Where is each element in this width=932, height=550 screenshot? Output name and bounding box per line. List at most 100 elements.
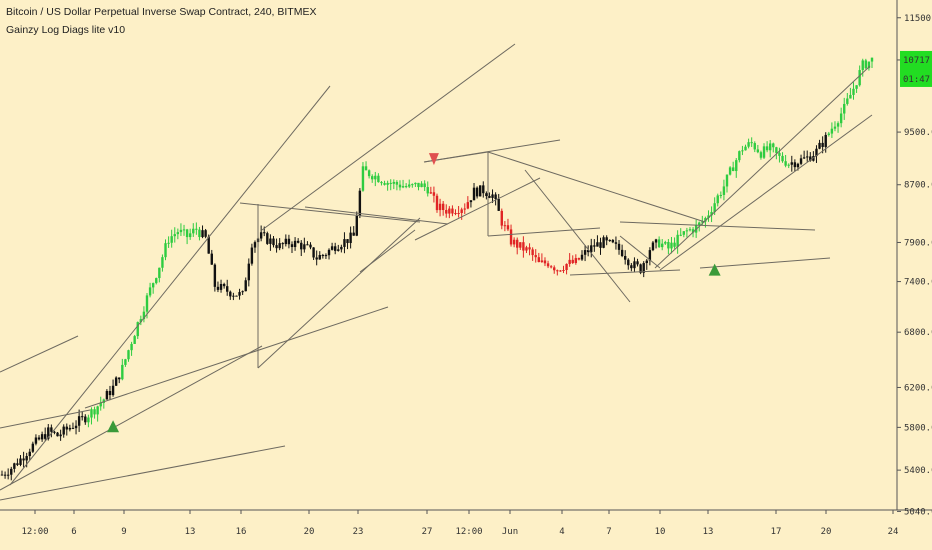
candle-body bbox=[303, 244, 306, 250]
candle-body bbox=[488, 195, 491, 198]
candle-body bbox=[472, 187, 476, 201]
candle-body bbox=[583, 250, 587, 255]
candle-body bbox=[59, 434, 62, 437]
candle-body bbox=[577, 258, 581, 260]
x-tick-label: 9 bbox=[121, 527, 126, 537]
candle-body bbox=[164, 243, 167, 258]
candle-body bbox=[389, 182, 392, 184]
candle-body bbox=[352, 232, 355, 236]
candle-body bbox=[77, 416, 81, 426]
candle-body bbox=[682, 231, 686, 235]
trendlines-layer bbox=[0, 43, 873, 501]
candle-body bbox=[330, 246, 334, 250]
candle-body bbox=[623, 255, 627, 260]
trendline bbox=[257, 217, 421, 369]
candle-body bbox=[861, 60, 864, 71]
candle-body bbox=[96, 406, 99, 415]
candle-body bbox=[173, 234, 176, 237]
candle-body bbox=[374, 175, 377, 180]
candle-body bbox=[167, 242, 170, 244]
candle-body bbox=[759, 152, 763, 158]
candle-body bbox=[124, 359, 127, 365]
candle-body bbox=[247, 263, 251, 281]
candle-body bbox=[22, 458, 25, 461]
candle-body bbox=[401, 186, 405, 188]
candle-body bbox=[161, 257, 164, 268]
trendline bbox=[659, 114, 873, 271]
x-tick-label: 20 bbox=[821, 527, 832, 537]
candle-body bbox=[300, 242, 303, 250]
candle-body bbox=[170, 236, 173, 243]
candle-body bbox=[731, 167, 735, 172]
candle-body bbox=[118, 377, 121, 380]
candle-body bbox=[762, 146, 766, 158]
candle-body bbox=[836, 123, 840, 127]
candle-body bbox=[806, 156, 809, 158]
trendline bbox=[619, 221, 816, 231]
candle-body bbox=[145, 295, 149, 312]
candle-body bbox=[253, 242, 257, 248]
candle-body bbox=[142, 311, 146, 320]
candle-body bbox=[781, 155, 784, 162]
candle-body bbox=[414, 182, 417, 185]
candle-body bbox=[611, 239, 615, 243]
candle-body bbox=[182, 229, 186, 231]
candle-body bbox=[398, 184, 402, 188]
candle-body bbox=[346, 239, 349, 244]
candle-body bbox=[315, 257, 318, 260]
candle-body bbox=[614, 242, 618, 244]
candle-body bbox=[281, 243, 284, 245]
candle-body bbox=[371, 176, 374, 180]
trendline bbox=[239, 202, 421, 223]
candle-body bbox=[478, 185, 482, 197]
candle-body bbox=[738, 151, 741, 161]
candle-body bbox=[642, 263, 645, 273]
candle-body bbox=[707, 215, 710, 218]
candle-body bbox=[673, 242, 676, 247]
candle-body bbox=[546, 263, 550, 267]
y-tick-label: 6200.0 bbox=[904, 383, 932, 393]
candle-body bbox=[290, 244, 294, 248]
markers-layer bbox=[107, 153, 721, 433]
candle-body bbox=[747, 142, 750, 147]
candle-body bbox=[772, 143, 775, 148]
candle-body bbox=[799, 158, 803, 164]
candle-body bbox=[377, 175, 380, 183]
candle-body bbox=[204, 230, 207, 237]
candle-body bbox=[269, 238, 272, 244]
candle-body bbox=[815, 148, 818, 157]
candle-body bbox=[525, 247, 528, 251]
candle-body bbox=[6, 474, 10, 476]
candle-body bbox=[127, 350, 130, 360]
candle-body bbox=[722, 186, 726, 195]
candle-body bbox=[71, 427, 75, 429]
x-tick-label: 17 bbox=[771, 527, 782, 537]
candle-body bbox=[636, 261, 639, 265]
candle-body bbox=[448, 208, 451, 214]
candle-body bbox=[482, 185, 485, 194]
candle-body bbox=[250, 247, 254, 264]
candle-body bbox=[855, 85, 858, 89]
candle-body bbox=[47, 427, 50, 439]
candle-body bbox=[241, 291, 244, 293]
candle-body bbox=[716, 195, 719, 204]
candle-body bbox=[25, 456, 28, 461]
candle-body bbox=[858, 70, 861, 86]
candle-body bbox=[704, 217, 707, 222]
candle-body bbox=[34, 437, 38, 444]
candle-body bbox=[74, 425, 78, 429]
trendline bbox=[359, 229, 416, 273]
candle-body bbox=[475, 187, 479, 197]
sell-marker-icon bbox=[428, 153, 439, 166]
candle-body bbox=[13, 463, 16, 469]
candle-body bbox=[438, 203, 442, 211]
candle-body bbox=[768, 143, 772, 151]
candle-body bbox=[108, 390, 112, 396]
candle-body bbox=[226, 286, 229, 292]
candle-body bbox=[417, 182, 420, 188]
candle-body bbox=[408, 184, 411, 187]
chart-title: Bitcoin / US Dollar Perpetual Inverse Sw… bbox=[6, 6, 317, 18]
candle-body bbox=[728, 167, 732, 175]
x-tick-label: 12:00 bbox=[21, 527, 48, 537]
